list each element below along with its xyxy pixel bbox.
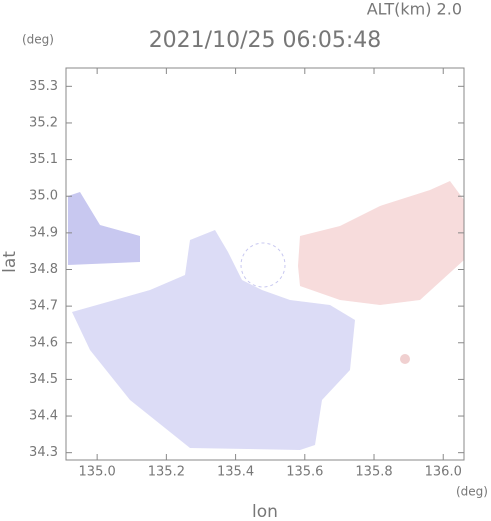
approach-area bbox=[68, 192, 140, 265]
y-tick-label: 34.7 bbox=[29, 299, 58, 314]
x-tick-label: 135.4 bbox=[217, 465, 254, 480]
y-tick-label: 35.3 bbox=[29, 79, 58, 94]
x-tick-label: 135.6 bbox=[286, 465, 323, 480]
y-tick-label: 34.4 bbox=[29, 409, 58, 424]
y-tick-label: 34.3 bbox=[29, 445, 58, 460]
y-tick-label: 34.8 bbox=[29, 262, 58, 277]
x-tick-label: 135.0 bbox=[79, 465, 116, 480]
y-unit: (deg) bbox=[22, 33, 54, 47]
chart-title: 2021/10/25 06:05:48 bbox=[149, 28, 382, 53]
y-tick-label: 35.0 bbox=[29, 189, 58, 204]
recede-area bbox=[298, 181, 464, 305]
y-tick-label: 34.6 bbox=[29, 335, 58, 350]
x-tick-label: 135.2 bbox=[148, 465, 185, 480]
y-tick-label: 34.9 bbox=[29, 225, 58, 240]
y-tick-label: 35.2 bbox=[29, 115, 58, 130]
echo bbox=[400, 354, 410, 364]
x-tick-label: 135.8 bbox=[355, 465, 392, 480]
y-tick-label: 35.1 bbox=[29, 152, 58, 167]
subtitle: ALT(km) 2.0 bbox=[367, 0, 462, 19]
x-unit: (deg) bbox=[456, 485, 488, 499]
approach-area bbox=[72, 230, 355, 450]
x-tick-label: 136.0 bbox=[425, 465, 462, 480]
radar-site bbox=[240, 242, 286, 288]
y-axis-label: lat bbox=[0, 251, 20, 273]
radar-field bbox=[68, 181, 464, 450]
plot-frame bbox=[65, 67, 465, 461]
y-tick-label: 34.5 bbox=[29, 372, 58, 387]
x-axis-label: lon bbox=[252, 502, 278, 521]
